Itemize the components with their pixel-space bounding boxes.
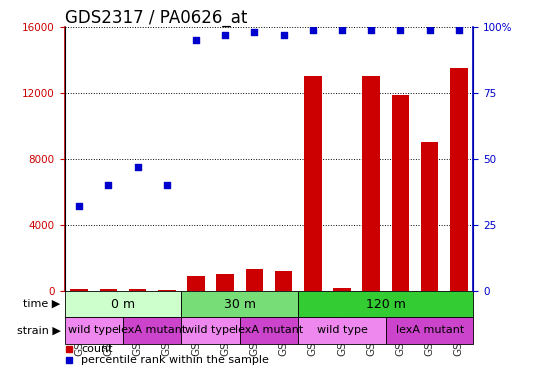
Text: wild type: wild type — [185, 326, 236, 336]
Point — [279, 32, 288, 38]
Point — [396, 26, 405, 33]
Bar — [450, 68, 468, 291]
Point — [162, 182, 171, 188]
Point — [308, 26, 317, 33]
Bar — [240, 317, 298, 344]
Bar — [298, 317, 386, 344]
Text: wild type: wild type — [68, 326, 119, 336]
Text: count: count — [81, 344, 112, 354]
Text: lexA mutant: lexA mutant — [235, 326, 303, 336]
Text: 0 m: 0 m — [111, 298, 135, 311]
Bar — [421, 142, 438, 291]
Point — [75, 203, 83, 209]
Text: strain ▶: strain ▶ — [17, 326, 60, 336]
Point — [367, 26, 376, 33]
Text: wild type: wild type — [316, 326, 367, 336]
Text: lexA mutant: lexA mutant — [395, 326, 464, 336]
Bar — [187, 276, 205, 291]
Bar — [246, 270, 263, 291]
Bar — [386, 317, 473, 344]
Point — [426, 26, 434, 33]
Bar — [181, 317, 240, 344]
Bar — [275, 271, 292, 291]
Bar — [181, 291, 298, 317]
Bar — [70, 289, 88, 291]
Point — [104, 182, 112, 188]
Point — [455, 26, 463, 33]
Point — [338, 26, 346, 33]
Text: time ▶: time ▶ — [23, 299, 60, 309]
Bar — [298, 291, 473, 317]
Bar — [304, 76, 322, 291]
Bar — [392, 94, 409, 291]
Bar — [216, 273, 234, 291]
Point — [192, 37, 200, 43]
Bar — [158, 290, 175, 291]
Bar — [123, 317, 181, 344]
Bar — [100, 289, 117, 291]
Text: 120 m: 120 m — [366, 298, 406, 311]
Bar — [333, 288, 351, 291]
Bar — [65, 317, 123, 344]
Point — [221, 32, 230, 38]
Text: percentile rank within the sample: percentile rank within the sample — [81, 354, 269, 364]
Point — [250, 29, 259, 35]
Bar — [65, 291, 181, 317]
Text: 30 m: 30 m — [224, 298, 256, 311]
Bar — [363, 76, 380, 291]
Text: GDS2317 / PA0626_at: GDS2317 / PA0626_at — [65, 9, 247, 27]
Bar — [129, 289, 146, 291]
Point — [133, 164, 142, 170]
Text: lexA mutant: lexA mutant — [118, 326, 186, 336]
